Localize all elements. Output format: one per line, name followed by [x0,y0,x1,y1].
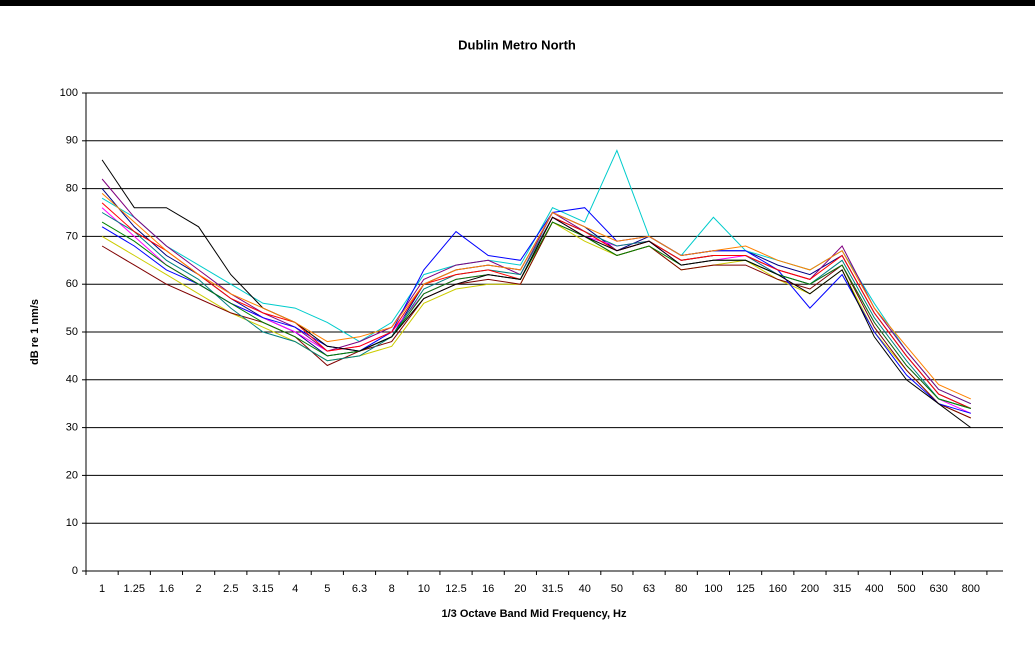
x-tick-label: 100 [704,583,722,595]
y-tick-label: 30 [66,422,78,434]
series-line [101,193,972,400]
series-line [101,188,972,409]
x-tick-label: 200 [801,583,819,595]
series-line [101,207,971,414]
x-axis-title: 1/3 Octave Band Mid Frequency, Hz [441,608,627,620]
x-tick-label: 63 [643,583,655,595]
x-tick-label: 125 [736,583,754,595]
x-tick-label: 8 [389,583,395,595]
y-tick-label: 60 [66,278,78,290]
x-tick-label: 400 [865,583,883,595]
series-line [101,159,972,429]
x-tick-label: 4 [292,583,298,595]
y-tick-label: 0 [72,565,78,577]
x-tick-label: 16 [482,583,494,595]
x-tick-label: 630 [929,583,947,595]
x-tick-label: 5 [324,583,330,595]
chart-title: Dublin Metro North [458,37,576,52]
y-tick-label: 100 [60,87,78,99]
x-tick-label: 160 [769,583,787,595]
y-tick-label: 70 [66,230,78,242]
top-bar [0,0,1035,6]
x-tick-label: 80 [675,583,687,595]
y-tick-label: 90 [66,135,78,147]
x-tick-label: 3.15 [252,583,273,595]
x-tick-label: 50 [611,583,623,595]
y-tick-label: 20 [66,469,78,481]
series-line [101,202,972,409]
x-tick-label: 12.5 [445,583,466,595]
y-tick-label: 50 [66,326,78,338]
x-tick-label: 315 [833,583,851,595]
x-tick-label: 40 [579,583,591,595]
x-tick-label: 31.5 [542,583,563,595]
y-tick-label: 10 [66,517,78,529]
series-line [101,221,972,419]
series-line [101,207,972,414]
y-tick-label: 80 [66,183,78,195]
y-axis-title: dB re 1 nm/s [29,299,41,365]
x-tick-label: 1 [99,583,105,595]
x-tick-label: 800 [962,583,980,595]
x-tick-label: 20 [514,583,526,595]
y-tick-label: 40 [66,374,78,386]
x-tick-label: 500 [897,583,915,595]
x-tick-label: 1.25 [124,583,145,595]
x-tick-label: 6.3 [352,583,367,595]
x-tick-label: 1.6 [159,583,174,595]
series-line [101,221,971,409]
x-tick-label: 2 [196,583,202,595]
x-tick-label: 10 [418,583,430,595]
series-line [101,212,971,409]
x-tick-label: 2.5 [223,583,238,595]
series-line [101,178,972,405]
